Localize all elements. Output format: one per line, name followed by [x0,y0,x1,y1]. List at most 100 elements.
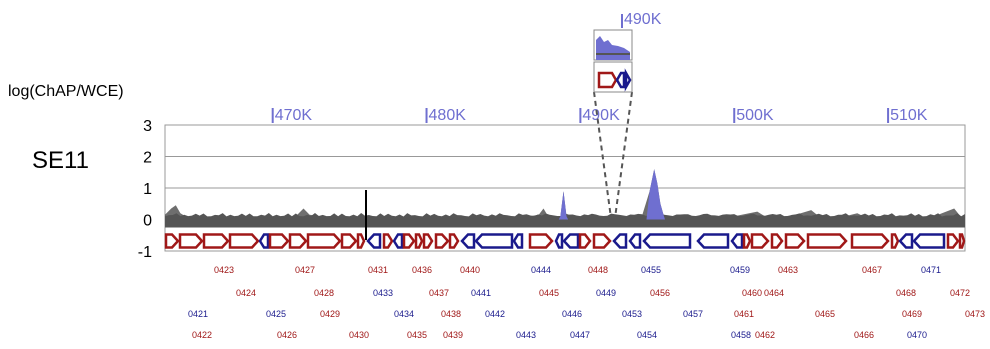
inset-gene-minus [597,71,618,89]
zoom-inset: 490K [593,11,662,219]
gene-label: 0436 [412,265,432,275]
gene-arrow [306,233,342,249]
gene-arrow [750,233,770,249]
gene-label: 0469 [902,309,922,319]
gene-label: 0455 [641,265,661,275]
gene-label: 0445 [539,288,559,298]
gene-label: 0453 [622,309,642,319]
y-ticks: 3 2 1 0 -1 [138,118,152,261]
gene-label: 0426 [277,330,297,340]
gene-labels: 0423 0427 0431 0436 0440 0444 0448 0455 0459 0463… [188,265,985,340]
gene-label: 0440 [460,265,480,275]
position-tick-label: 500K [736,107,774,124]
gene-arrow [422,233,434,249]
position-tick-label: 490K [582,107,620,124]
gene-arrow [628,233,642,249]
gene-arrow [268,233,290,249]
gene-label: 0425 [266,309,286,319]
y-tick-label: 2 [143,150,152,167]
gene-label: 0463 [778,265,798,275]
gene-label: 0444 [531,265,551,275]
gene-arrow [164,233,180,249]
gene-arrow [578,233,592,249]
gene-label: 0454 [637,330,657,340]
gene-arrow [850,233,890,249]
gene-arrow [784,233,806,249]
gene-track [164,233,966,249]
gene-label: 0437 [429,288,449,298]
gene-label: 0447 [570,330,590,340]
gene-label: 0470 [907,330,927,340]
y-axis-label: log(ChAP/WCE) [8,83,124,100]
gene-arrow [730,233,744,249]
gene-label: 0424 [236,288,256,298]
gene-arrow [958,233,966,249]
position-tick-label: 480K [429,107,467,124]
gene-arrow [770,233,784,249]
gene-arrow [512,233,524,249]
gene-label: 0462 [755,330,775,340]
gene-label: 0441 [471,288,491,298]
gene-arrow [258,233,270,249]
gene-label: 0459 [730,265,750,275]
gene-label: 0449 [596,288,616,298]
gene-arrow [554,233,564,249]
gene-label: 0434 [394,309,414,319]
position-ticks: 470K 480K 490K 500K 510K [271,107,928,124]
inset-pos-label: 490K [624,11,662,28]
gene-arrow [898,233,914,249]
gene-label: 0468 [896,288,916,298]
gene-label: 0461 [734,309,754,319]
gene-arrow [448,233,460,249]
gene-arrow [288,233,308,249]
sample-label: SE11 [32,147,89,174]
y-tick-label: 1 [143,181,152,198]
gene-label: 0471 [921,265,941,275]
y-tick-label: 3 [143,118,152,135]
signal-peak [646,169,665,220]
gene-arrow [392,233,404,249]
gene-label: 0433 [373,288,393,298]
gene-label: 0428 [314,288,334,298]
gridlines [165,124,965,252]
y-tick-label: -1 [138,244,152,261]
gene-arrow [528,233,554,249]
gene-arrow [228,233,260,249]
y-tick-label: 0 [143,213,152,230]
gene-label: 0457 [683,309,703,319]
gene-label: 0430 [349,330,369,340]
signal-track [165,169,965,228]
zoom-connector-right [614,91,633,219]
gene-label: 0422 [192,330,212,340]
gene-arrow [382,233,394,249]
gene-arrow [696,233,730,249]
gene-arrow [742,233,752,249]
gene-arrow [434,233,450,249]
gene-arrow [806,233,848,249]
position-tick-label: 470K [275,107,313,124]
gene-label: 0442 [485,309,505,319]
gene-label: 0438 [441,309,461,319]
gene-label: 0465 [815,309,835,319]
gene-arrow [178,233,204,249]
gene-label: 0421 [188,309,208,319]
position-tick-label: 510K [890,107,928,124]
gene-label: 0429 [320,309,340,319]
gene-arrow [946,233,960,249]
gene-arrow [562,233,580,249]
gene-arrow [642,233,692,249]
gene-arrow [402,233,416,249]
gene-label: 0456 [650,288,670,298]
gene-label: 0472 [950,288,970,298]
gene-arrow [474,233,514,249]
signal-peak [558,191,569,220]
gene-arrow [592,233,612,249]
inset-gene-plus-1 [615,71,626,89]
gene-arrow [890,233,900,249]
gene-label: 0460 [742,288,762,298]
gene-arrow [460,233,476,249]
gene-label: 0458 [731,330,751,340]
gene-arrow [202,233,230,249]
